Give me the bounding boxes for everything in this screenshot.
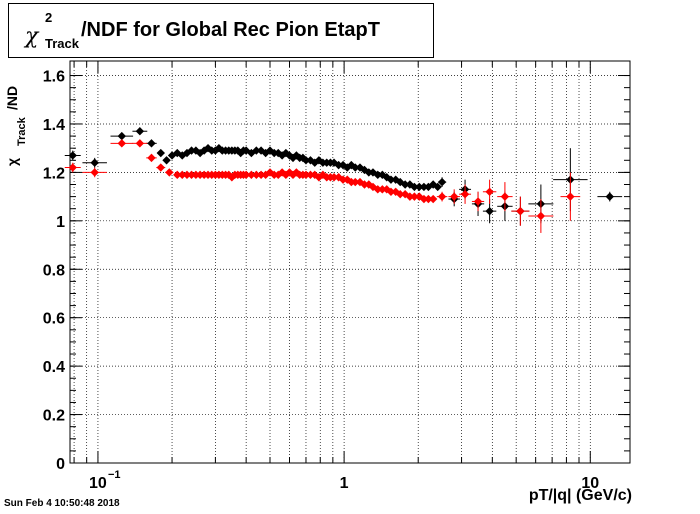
data-point-red xyxy=(173,170,182,180)
x-tick-label: 10 xyxy=(581,475,599,492)
data-point-red xyxy=(182,170,192,180)
x-axis-label: pT/|q| (GeV/c) xyxy=(528,487,632,504)
data-point-red xyxy=(473,197,483,206)
data-point-black xyxy=(419,182,429,192)
grid-layer xyxy=(70,61,630,464)
data-point-red xyxy=(566,192,575,201)
axis-layer: 00.20.40.60.811.21.41.610 −1 1 10 xyxy=(43,60,631,492)
data-point-black xyxy=(433,182,442,192)
data-point-red xyxy=(516,206,525,216)
data-point-red xyxy=(437,192,447,201)
data-point-black xyxy=(410,182,419,192)
data-point-red xyxy=(117,139,126,148)
y-tick-label: 1.4 xyxy=(43,117,65,134)
data-point-black xyxy=(301,156,311,165)
y-tick-label: 1.2 xyxy=(43,165,65,182)
data-point-black xyxy=(386,175,396,184)
data-point-black xyxy=(351,163,360,172)
data-point-black xyxy=(306,156,315,165)
data-point-red xyxy=(187,170,196,180)
data-point-black xyxy=(252,146,261,155)
y-tick-label: 0 xyxy=(56,456,65,473)
data-point-red xyxy=(252,170,261,180)
y-tick-label: 0.2 xyxy=(43,408,65,425)
data-point-black xyxy=(373,170,382,180)
data-point-red xyxy=(165,168,174,177)
chart-title-box: χ 2 Track /NDF for Global Rec Pion EtapT xyxy=(8,3,434,58)
data-point-red xyxy=(147,153,156,163)
data-point-red xyxy=(373,185,382,194)
data-point-black xyxy=(156,148,165,158)
data-point-black xyxy=(162,156,171,165)
data-point-red xyxy=(241,170,251,180)
y-tick-label: 0.6 xyxy=(43,311,65,328)
data-point-black xyxy=(329,158,339,167)
x-tick-label: 10 xyxy=(89,475,107,492)
data-point-red xyxy=(274,170,283,180)
data-point-red xyxy=(391,187,400,196)
data-point-red xyxy=(135,139,145,148)
data-point-red xyxy=(306,170,315,180)
data-point-red xyxy=(500,192,510,201)
data-point-red xyxy=(90,168,99,177)
data-point-red xyxy=(301,170,311,180)
title-subscript: Track xyxy=(45,36,79,51)
data-point-red xyxy=(247,170,256,180)
chart-title: /NDF for Global Rec Pion EtapT xyxy=(81,19,380,41)
data-point-red xyxy=(449,192,459,201)
data-point-red xyxy=(310,170,319,180)
data-point-red xyxy=(360,180,369,189)
data-point-black xyxy=(415,182,424,192)
data-point-red xyxy=(378,185,387,194)
data-point-black xyxy=(334,160,343,170)
data-point-red xyxy=(68,163,77,172)
x-tick-label: 1 xyxy=(340,475,349,492)
data-point-red xyxy=(424,194,433,204)
data-point-black xyxy=(68,151,77,160)
data-point-red xyxy=(485,187,494,196)
data-point-red xyxy=(410,192,419,201)
data-point-red xyxy=(396,189,405,199)
data-point-black xyxy=(203,143,213,153)
x-tick-label-exponent: −1 xyxy=(108,469,121,481)
y-tick-label: 1.6 xyxy=(43,69,65,86)
data-point-black xyxy=(437,177,447,187)
data-point-black xyxy=(400,180,410,189)
data-point-black xyxy=(605,192,614,201)
title-chi-symbol: χ xyxy=(25,24,39,49)
data-point-red xyxy=(329,173,339,182)
series-layer xyxy=(64,127,623,233)
data-point-black xyxy=(117,131,126,141)
data-point-red xyxy=(261,170,270,180)
y-tick-label: 0.4 xyxy=(43,359,65,376)
timestamp: Sun Feb 4 10:50:48 2018 xyxy=(4,498,120,509)
data-point-black xyxy=(135,127,145,136)
y-tick-label: 0.8 xyxy=(43,262,65,279)
data-point-red xyxy=(405,192,415,201)
data-point-red xyxy=(419,194,429,204)
data-point-red xyxy=(351,177,360,187)
data-point-red xyxy=(178,170,187,180)
data-point-black xyxy=(147,139,156,148)
title-superscript: 2 xyxy=(45,10,53,25)
data-point-black xyxy=(310,158,319,167)
data-point-red xyxy=(386,187,396,196)
data-point-black xyxy=(485,206,494,216)
data-point-red xyxy=(288,170,298,180)
data-point-red xyxy=(256,170,266,180)
y-tick-label: 1 xyxy=(56,214,65,231)
data-point-red xyxy=(460,189,470,199)
data-point-red xyxy=(156,163,165,172)
data-point-red xyxy=(536,211,546,221)
data-point-red xyxy=(338,175,348,184)
data-point-black xyxy=(90,158,99,167)
data-point-black xyxy=(378,170,387,180)
data-point-red xyxy=(428,194,438,204)
data-point-black xyxy=(187,146,196,155)
plot-frame xyxy=(69,60,631,464)
